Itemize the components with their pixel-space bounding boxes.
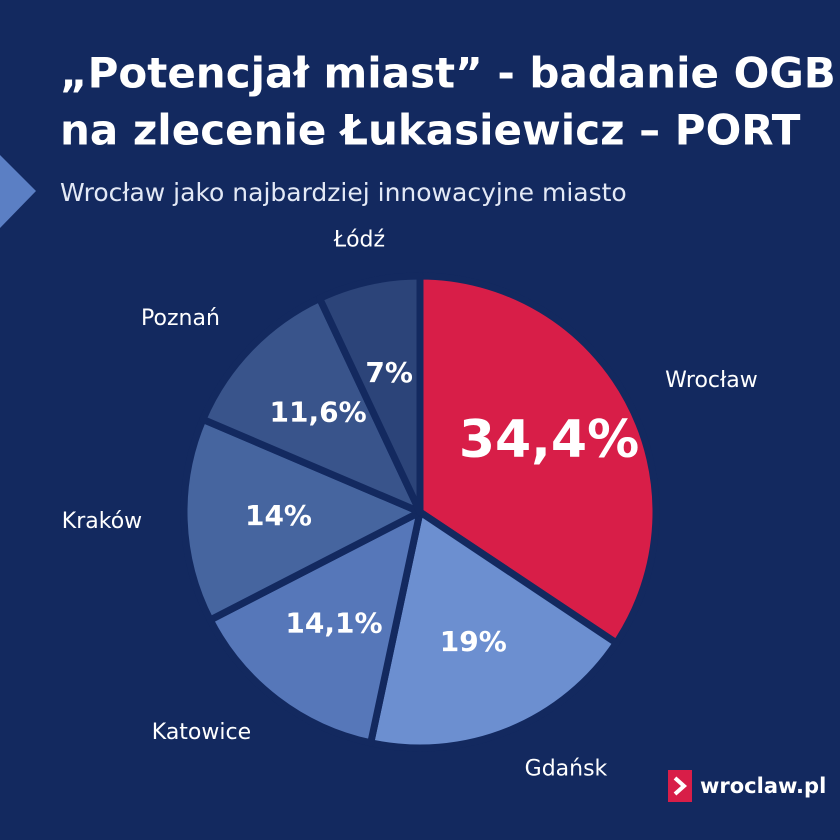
- value-label: 19%: [440, 625, 507, 658]
- value-label: 7%: [365, 356, 413, 389]
- pie-slice: [206, 508, 424, 747]
- logo-chevron: [673, 776, 688, 796]
- pie-slice: [199, 294, 424, 516]
- value-label: 14,1%: [285, 606, 382, 639]
- logo-text: wroclaw.pl: [700, 774, 826, 798]
- pie-slice: [180, 415, 424, 624]
- pie-slice: [316, 272, 424, 516]
- decoration-arrow: [0, 155, 36, 228]
- category-label: Kraków: [62, 509, 142, 534]
- logo-mark: [668, 770, 692, 802]
- category-label: Katowice: [152, 720, 251, 745]
- category-label: Wrocław: [665, 368, 758, 393]
- chart-subtitle: Wrocław jako najbardziej innowacyjne mia…: [60, 178, 627, 207]
- chart-title: na zlecenie Łukasiewicz – PORT: [60, 106, 801, 155]
- value-label: 11,6%: [270, 396, 367, 429]
- category-label: Łódź: [333, 228, 385, 253]
- category-label: Poznań: [141, 306, 220, 331]
- pie-slice: [367, 508, 620, 752]
- value-label: 34,4%: [459, 410, 639, 470]
- category-label: Gdańsk: [525, 757, 608, 782]
- chart-title: „Potencjał miast” - badanie OGB: [60, 49, 836, 98]
- value-label: 14%: [245, 499, 312, 532]
- logo: wroclaw.pl: [668, 770, 826, 802]
